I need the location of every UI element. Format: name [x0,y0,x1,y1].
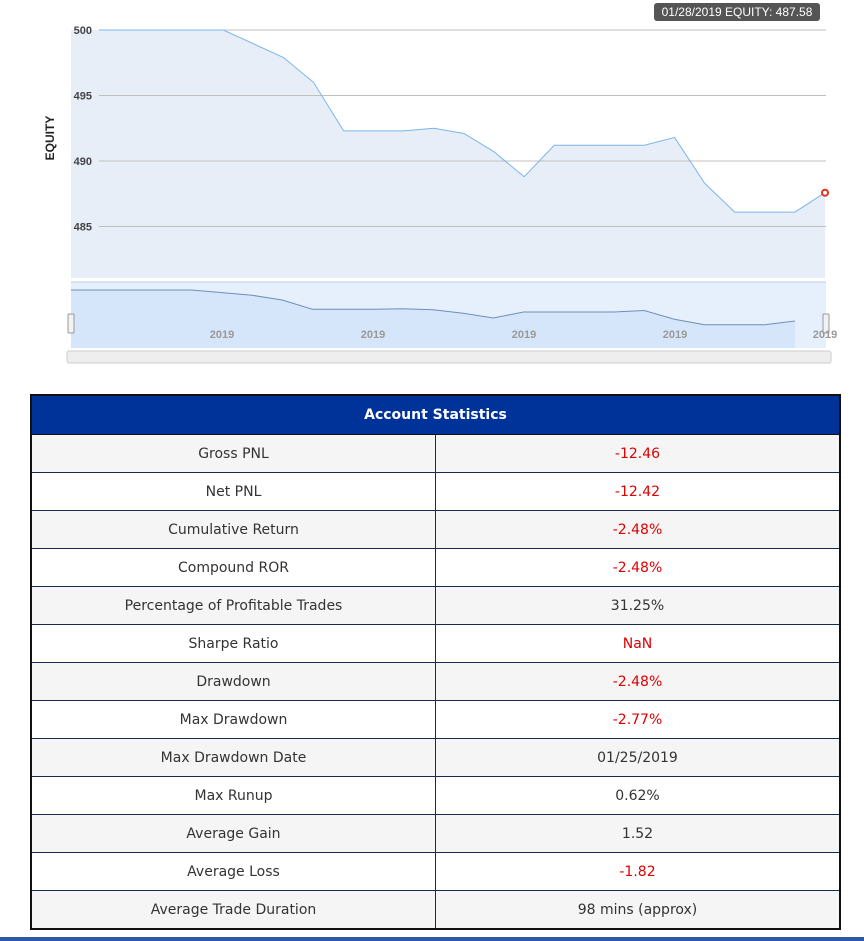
navigator-scrollbar[interactable] [66,350,832,364]
stat-value: -2.48% [435,662,840,701]
stat-value: 98 mins (approx) [435,890,840,930]
stat-value: NaN [435,624,840,663]
table-row: Cumulative Return -2.48% [31,510,840,549]
stat-value: -2.77% [435,700,840,739]
table-row: Average Trade Duration 98 mins (approx) [31,890,840,930]
navigator-x-label: 2019 [663,329,687,341]
equity-chart-svg[interactable]: 500 495 490 485 EQUITY 2019 2019 2019 2019 2019 [0,0,864,380]
stat-label: Average Trade Duration [31,890,436,930]
stat-label: Percentage of Profitable Trades [31,586,436,625]
stat-value: 31.25% [435,586,840,625]
stat-value: -12.42 [435,472,840,511]
navigator-x-label: 2019 [813,329,837,341]
table-row: Average Gain 1.52 [31,814,840,853]
stat-label: Max Runup [31,776,436,815]
stat-value: -2.48% [435,548,840,587]
stat-label: Net PNL [31,472,436,511]
y-tick-label: 485 [74,222,92,234]
navigator-x-label: 2019 [512,329,536,341]
last-point-marker [821,188,829,197]
stat-label: Sharpe Ratio [31,624,436,663]
chart-tooltip: 01/28/2019 EQUITY: 487.58 [654,3,820,21]
table-row: Drawdown -2.48% [31,662,840,701]
stat-label: Max Drawdown Date [31,738,436,777]
navigator-handle[interactable] [67,313,75,334]
table-row: Compound ROR -2.48% [31,548,840,587]
table-row: Max Drawdown -2.77% [31,700,840,739]
y-axis-label: EQUITY [43,116,57,161]
stat-label: Max Drawdown [31,700,436,739]
stat-label: Cumulative Return [31,510,436,549]
stat-label: Drawdown [31,662,436,701]
equity-line [103,29,826,213]
table-row: Gross PNL -12.46 [31,434,840,473]
stat-value: 01/25/2019 [435,738,840,777]
stat-value: -2.48% [435,510,840,549]
table-row: Max Drawdown Date 01/25/2019 [31,738,840,777]
stat-label: Gross PNL [31,434,436,473]
equity-area [71,30,825,278]
table-title: Account Statistics [31,395,840,435]
bottom-divider [0,937,864,941]
stat-value: 1.52 [435,814,840,853]
table-row: Max Runup 0.62% [31,776,840,815]
table-row: Average Loss -1.82 [31,852,840,891]
table-row: Sharpe Ratio NaN [31,624,840,663]
statistics-body: Gross PNL -12.46 Net PNL -12.42 Cumulative R… [31,434,840,930]
navigator-area [71,290,795,348]
navigator-handle[interactable] [822,313,830,334]
y-tick-label: 500 [74,25,92,37]
stat-label: Compound ROR [31,548,436,587]
stat-label: Average Gain [31,814,436,853]
navigator-x-label: 2019 [361,329,385,341]
account-statistics-table: Account Statistics Gross PNL -12.46 Net PN… [30,394,841,930]
stat-value: 0.62% [435,776,840,815]
navigator-x-label: 2019 [210,329,234,341]
equity-chart[interactable]: 500 495 490 485 EQUITY 2019 2019 2019 2019 2019 0… [0,0,864,380]
navigator-line [71,289,796,326]
table-row: Percentage of Profitable Trades 31.25% [31,586,840,625]
table-row: Net PNL -12.42 [31,472,840,511]
stat-value: -12.46 [435,434,840,473]
y-tick-label: 495 [74,91,92,103]
y-tick-label: 490 [74,156,92,168]
stat-label: Average Loss [31,852,436,891]
stat-value: -1.82 [435,852,840,891]
